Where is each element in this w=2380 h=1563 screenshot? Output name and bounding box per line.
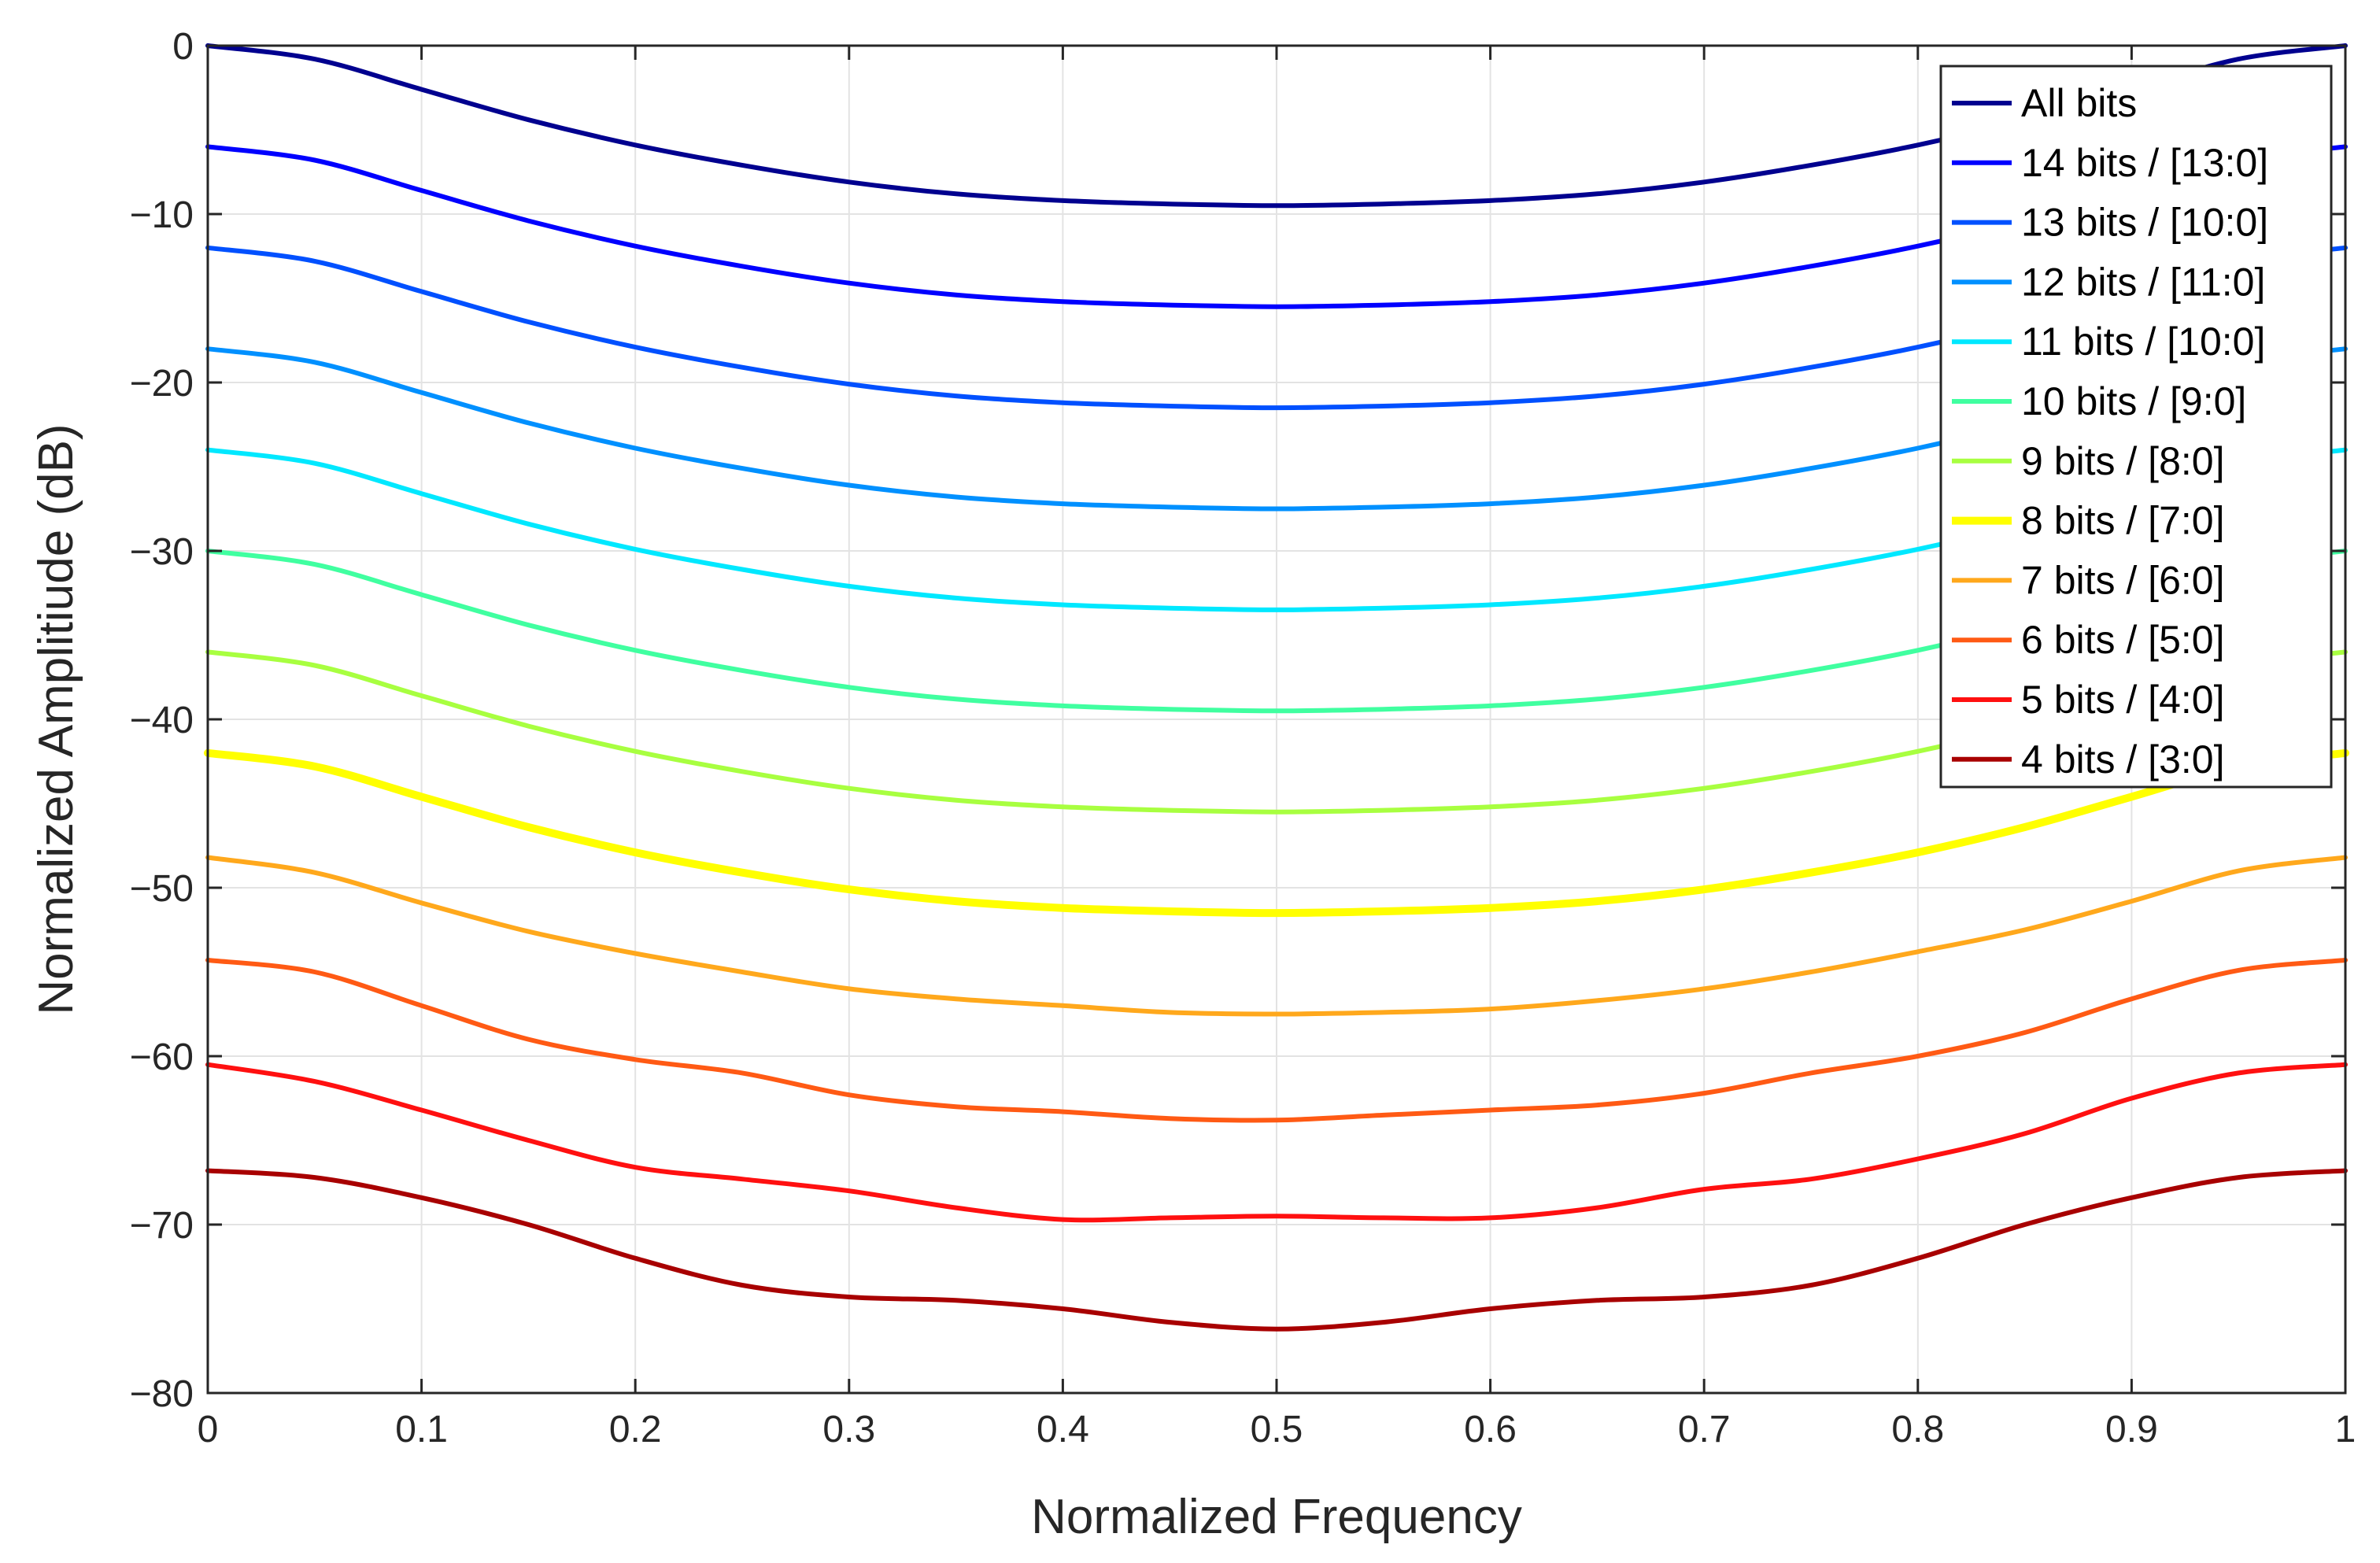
x-tick-label: 0.3 xyxy=(822,1409,875,1450)
legend-items: All bits 14 bits / [13:0] 13 bits / [10:0]… xyxy=(1952,81,2268,782)
legend-label-4: 11 bits / [10:0] xyxy=(2021,320,2265,364)
series-line-7 xyxy=(204,748,2349,918)
legend-box xyxy=(1939,65,2333,789)
series-line-9 xyxy=(205,958,2348,1123)
axis-ticks xyxy=(206,44,2347,1395)
legend-label-7: 8 bits / [7:0] xyxy=(2021,499,2224,543)
x-tick-label: 0 xyxy=(198,1409,219,1450)
x-axis-title: Normalized Frequency xyxy=(1031,1490,1522,1544)
series-line-8 xyxy=(205,855,2348,1017)
legend-label-9: 6 bits / [5:0] xyxy=(2021,618,2224,662)
series-line-11 xyxy=(205,1168,2348,1332)
legend: All bits 14 bits / [13:0] 13 bits / [10:0]… xyxy=(1939,65,2333,789)
x-tick-label: 0.4 xyxy=(1037,1409,1089,1450)
legend-label-0: All bits xyxy=(2021,81,2137,125)
legend-label-3: 12 bits / [11:0] xyxy=(2021,260,2265,304)
legend-label-10: 5 bits / [4:0] xyxy=(2021,678,2224,722)
x-tick-label: 0.5 xyxy=(1251,1409,1303,1450)
x-tick-labels: 0 0.1 0.2 0.3 0.4 0.5 0.6 0.7 0.8 0.9 1 xyxy=(198,1409,2356,1450)
y-tick-label: −30 xyxy=(130,531,194,573)
y-tick-label: −80 xyxy=(130,1373,194,1415)
x-tick-label: 0.1 xyxy=(395,1409,448,1450)
y-tick-labels: 0 −10 −20 −30 −40 −50 −60 −70 −80 xyxy=(130,26,194,1415)
legend-label-2: 13 bits / [10:0] xyxy=(2021,201,2268,245)
x-tick-label: 0.9 xyxy=(2105,1409,2158,1450)
y-tick-label: −10 xyxy=(130,194,194,236)
x-tick-label: 1 xyxy=(2335,1409,2356,1450)
y-tick-label: −60 xyxy=(130,1036,194,1078)
y-tick-label: −70 xyxy=(130,1205,194,1247)
legend-label-11: 4 bits / [3:0] xyxy=(2021,737,2224,782)
series-line-10 xyxy=(205,1062,2348,1223)
x-tick-label: 0.8 xyxy=(1891,1409,1944,1450)
y-tick-label: −40 xyxy=(130,700,194,741)
legend-label-5: 10 bits / [9:0] xyxy=(2021,379,2246,423)
y-tick-label: −20 xyxy=(130,363,194,405)
legend-label-6: 9 bits / [8:0] xyxy=(2021,439,2224,483)
x-tick-label: 0.2 xyxy=(609,1409,662,1450)
y-tick-label: 0 xyxy=(172,26,194,68)
x-tick-label: 0.7 xyxy=(1678,1409,1731,1450)
y-tick-label: −50 xyxy=(130,868,194,910)
x-tick-label: 0.6 xyxy=(1464,1409,1517,1450)
legend-label-1: 14 bits / [13:0] xyxy=(2021,141,2268,185)
y-axis-title: Normalized Amplitiude (dB) xyxy=(29,423,83,1014)
legend-label-8: 7 bits / [6:0] xyxy=(2021,558,2224,602)
